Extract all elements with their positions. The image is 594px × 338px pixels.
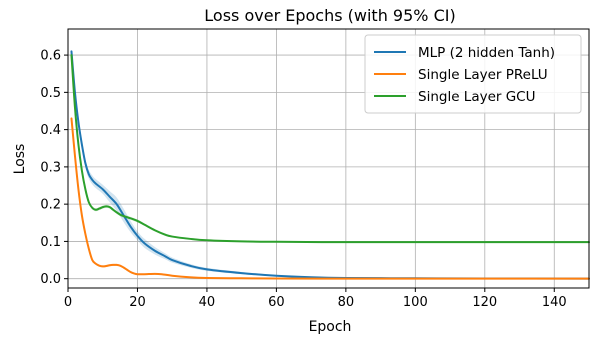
y-tick-label: 0.5 <box>40 86 61 101</box>
chart-title: Loss over Epochs (with 95% CI) <box>204 6 455 25</box>
ci-band-1 <box>71 118 590 279</box>
legend-box <box>364 34 582 114</box>
y-tick-label: 0.3 <box>40 160 61 175</box>
y-tick-label: 0.6 <box>40 49 61 64</box>
x-tick-label: 100 <box>403 295 428 310</box>
plot-frame <box>67 28 590 289</box>
x-tick-label: 80 <box>338 295 355 310</box>
x-tick-label: 140 <box>542 295 567 310</box>
series-line-1 <box>70 117 590 280</box>
legend-label-2: Single Layer GCU <box>418 89 536 105</box>
y-tick-label: 0.4 <box>40 123 61 138</box>
legend-label-0: MLP (2 hidden Tanh) <box>418 45 555 61</box>
series-line-2 <box>70 54 590 244</box>
legend-label-1: Single Layer PReLU <box>418 67 548 83</box>
y-axis-label: Loss <box>12 144 28 175</box>
y-tick-label: 0.0 <box>40 272 61 287</box>
x-tick-label: 0 <box>64 295 72 310</box>
series-line-0 <box>70 50 590 280</box>
x-axis-label: Epoch <box>309 319 352 335</box>
x-tick-label: 60 <box>268 295 285 310</box>
x-tick-label: 120 <box>472 295 497 310</box>
y-tick-label: 0.1 <box>40 235 61 250</box>
y-tick-label: 0.2 <box>40 198 61 213</box>
x-axis: 0 20 40 60 80 100 120 140 <box>64 288 567 310</box>
legend: MLP (2 hidden Tanh) Single Layer PReLU Sin… <box>364 34 582 114</box>
x-tick-label: 20 <box>129 295 146 310</box>
y-axis: 0.0 0.1 0.2 0.3 0.4 0.5 0.6 <box>40 49 68 287</box>
x-tick-label: 40 <box>199 295 216 310</box>
series-lines <box>70 50 590 280</box>
